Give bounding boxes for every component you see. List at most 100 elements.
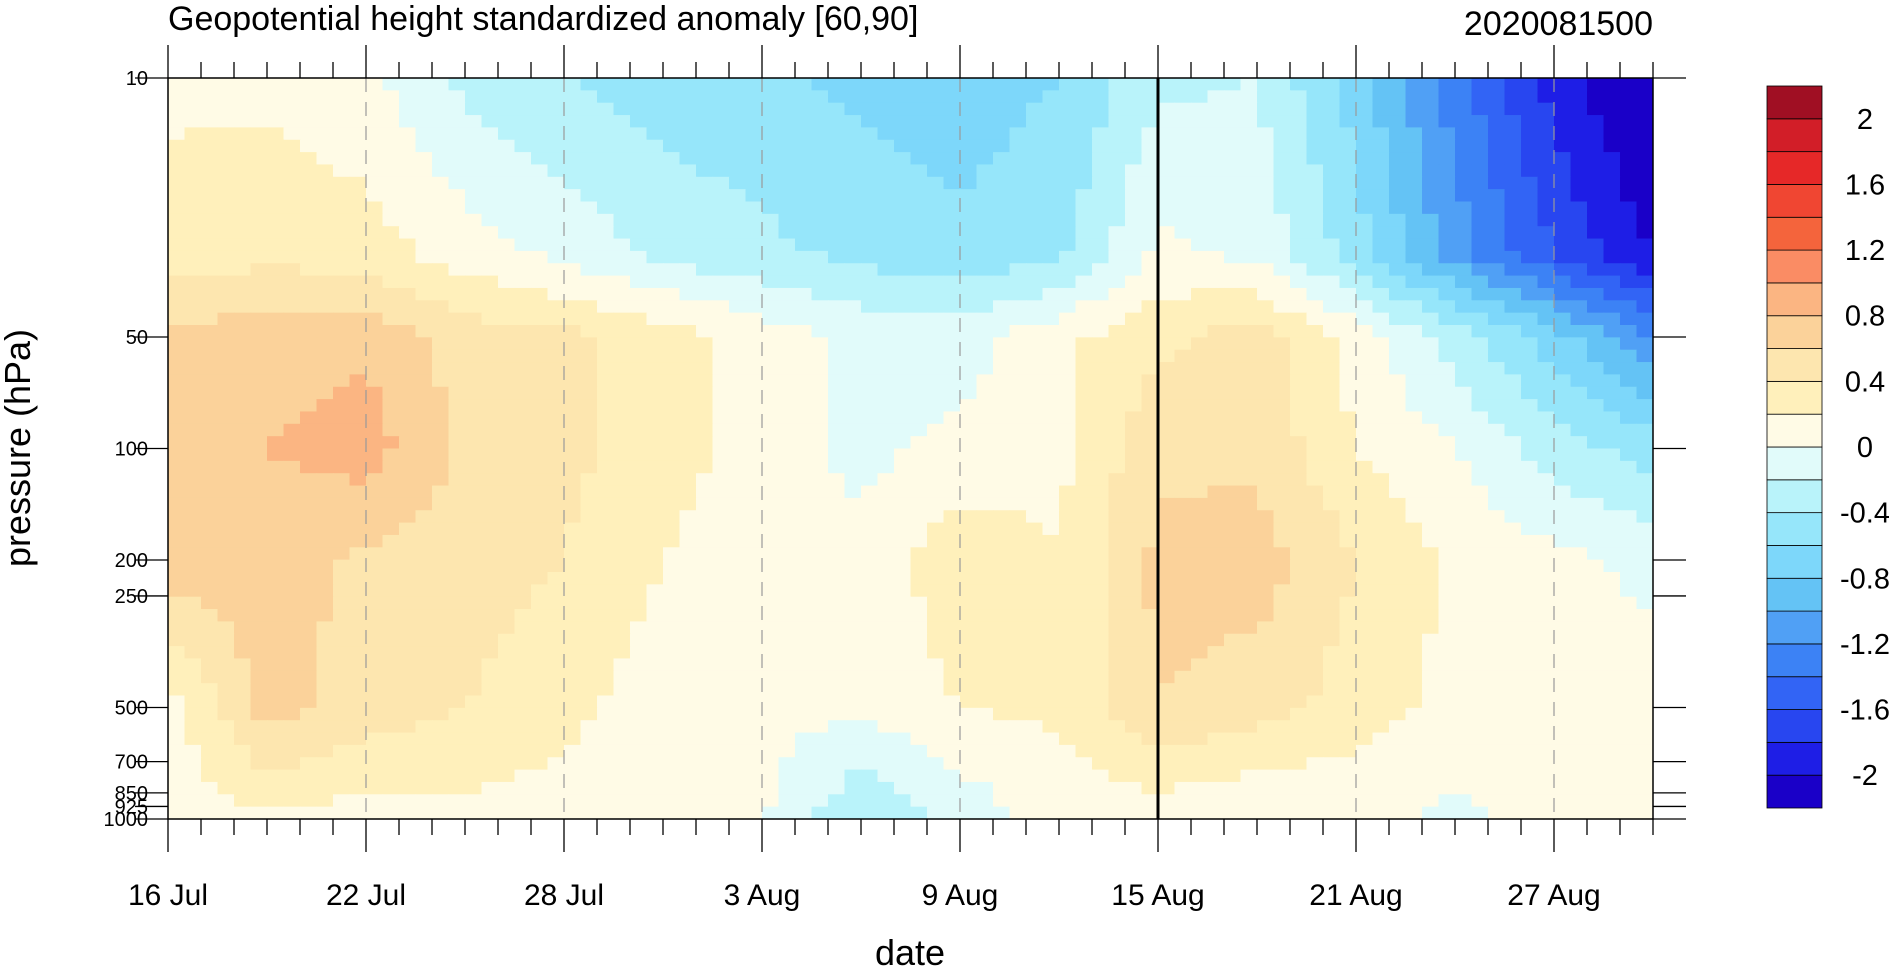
contour-cell (679, 349, 697, 363)
contour-cell (745, 362, 763, 375)
contour-cell (481, 534, 499, 548)
contour-cell (1240, 423, 1258, 437)
contour-cell (1158, 213, 1176, 227)
contour-cell (1438, 485, 1456, 499)
contour-cell (514, 399, 532, 413)
contour-cell (168, 102, 186, 116)
contour-cell (168, 559, 186, 573)
contour-cell (1587, 584, 1605, 598)
contour-cell (696, 201, 714, 215)
contour-cell (1339, 411, 1357, 425)
contour-cell (1521, 510, 1539, 524)
contour-cell (168, 337, 186, 351)
contour-cell (712, 646, 730, 660)
contour-cell (795, 189, 813, 203)
contour-cell (1537, 362, 1555, 375)
contour-cell (1356, 559, 1374, 573)
contour-cell (1521, 300, 1539, 314)
contour-cell (679, 559, 697, 573)
contour-cell (1273, 349, 1291, 363)
contour-cell (696, 325, 714, 338)
contour-cell (976, 423, 994, 437)
contour-cell (415, 510, 433, 524)
contour-cell (1125, 522, 1143, 536)
contour-cell (1158, 275, 1176, 289)
contour-cell (960, 633, 978, 647)
contour-cell (564, 213, 582, 227)
contour-cell (1636, 732, 1653, 746)
contour-cell (1587, 399, 1605, 413)
contour-cell (547, 757, 565, 771)
contour-cell (1306, 683, 1324, 697)
contour-cell (1273, 411, 1291, 425)
contour-cell (580, 139, 598, 153)
contour-cell (498, 534, 516, 548)
contour-cell (366, 670, 384, 684)
contour-cell (1092, 189, 1110, 203)
contour-cell (1240, 683, 1258, 697)
contour-cell (415, 744, 433, 758)
contour-cell (564, 522, 582, 536)
contour-cell (316, 707, 334, 721)
contour-cell (1455, 584, 1473, 598)
contour-cell (877, 670, 895, 684)
contour-cell (564, 250, 582, 264)
contour-cell (877, 374, 895, 388)
contour-cell (1587, 596, 1605, 610)
contour-cell (1570, 547, 1588, 561)
contour-cell (729, 584, 747, 598)
contour-cell (1339, 707, 1357, 721)
contour-cell (943, 164, 961, 178)
contour-cell (1339, 102, 1357, 116)
contour-cell (1290, 658, 1308, 672)
contour-cell (861, 152, 879, 166)
contour-cell (168, 497, 186, 511)
contour-cell (844, 448, 862, 462)
contour-cell (316, 497, 334, 511)
contour-cell (267, 226, 285, 240)
contour-cell (399, 337, 417, 351)
contour-cell (712, 683, 730, 697)
contour-cell (1240, 559, 1258, 573)
contour-cell (663, 584, 681, 598)
contour-cell (564, 300, 582, 314)
contour-cell (993, 139, 1011, 153)
contour-cell (217, 287, 235, 301)
contour-cell (696, 250, 714, 264)
contour-cell (1488, 399, 1506, 413)
contour-cell (514, 250, 532, 264)
contour-cell (1191, 423, 1209, 437)
contour-cell (1240, 460, 1258, 474)
contour-cell (1125, 115, 1143, 128)
contour-cell (663, 275, 681, 289)
contour-cell (1240, 572, 1258, 585)
contour-cell (448, 399, 466, 413)
contour-cell (1636, 78, 1653, 91)
contour-cell (382, 127, 400, 141)
contour-cell (201, 732, 219, 746)
contour-cell (745, 213, 763, 227)
contour-cell (943, 423, 961, 437)
contour-cell (1455, 176, 1473, 190)
contour-cell (547, 139, 565, 153)
contour-cell (432, 189, 450, 203)
contour-cell (1620, 522, 1638, 536)
contour-cell (745, 263, 763, 277)
contour-cell (1075, 497, 1093, 511)
contour-cell (1092, 349, 1110, 363)
contour-cell (729, 287, 747, 301)
contour-cell (811, 312, 829, 326)
contour-cell (1405, 436, 1423, 450)
contour-cell (300, 399, 318, 413)
contour-cell (349, 189, 367, 203)
contour-cell (1240, 102, 1258, 116)
contour-cell (1273, 189, 1291, 203)
contour-cell (894, 312, 912, 326)
contour-cell (1224, 362, 1242, 375)
contour-cell (1587, 152, 1605, 166)
contour-cell (333, 559, 351, 573)
contour-cell (498, 115, 516, 128)
contour-cell (861, 139, 879, 153)
contour-cell (646, 633, 664, 647)
contour-cell (1026, 164, 1044, 178)
